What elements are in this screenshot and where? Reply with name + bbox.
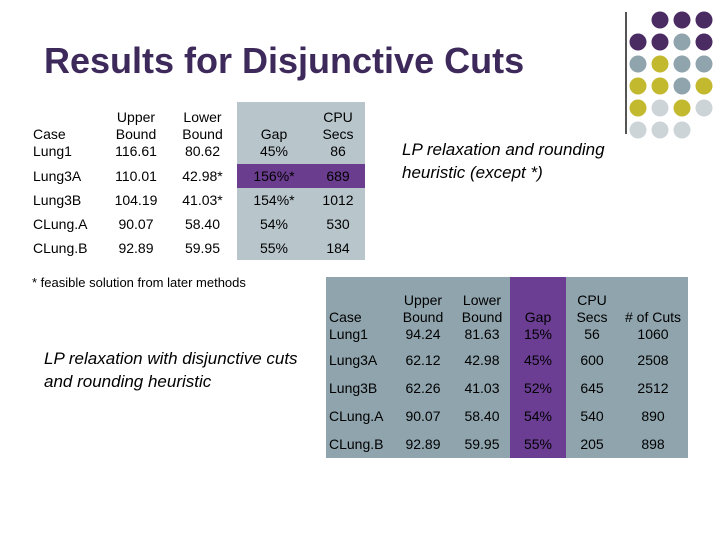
decorative-dot (629, 99, 647, 117)
decorative-dot (629, 77, 647, 95)
header-gap: Gap 45% (237, 102, 311, 164)
table-cell: Lung3B (33, 192, 82, 208)
table-cell: 62.26 (405, 380, 441, 396)
decorative-dot (651, 99, 669, 117)
decorative-dot (651, 55, 669, 73)
table-row: CLung.A 90.07 58.40 54% 530 (30, 212, 365, 236)
table-cell: 58.40 (464, 408, 500, 424)
header-gap: Gap 15% (510, 277, 566, 346)
decorative-dot (673, 121, 691, 139)
table-header-row: Case Lung1 Upper Bound 94.24 Lower Bound 81.6… (326, 277, 688, 346)
decorative-dot (673, 33, 691, 51)
table-header-row: Case Lung1 Upper Bound 116.61 Lower Bound 80.… (30, 102, 365, 164)
table-cell: Lung3A (329, 352, 378, 368)
table-cell: 92.89 (118, 240, 154, 256)
decorative-dot (651, 121, 669, 139)
header-cpu-secs: CPU Secs 86 (311, 102, 365, 164)
decorative-dot (695, 99, 713, 117)
table-cell: 154%* (237, 188, 311, 212)
decorative-dot-grid (629, 11, 713, 139)
header-upper-bound: Upper Bound 116.61 (115, 109, 157, 159)
table-cell: 2508 (637, 352, 669, 368)
table-cell: 890 (641, 408, 665, 424)
table-cell: 59.95 (464, 436, 500, 452)
decorative-vertical-line (625, 12, 627, 134)
table-cell: 45% (510, 346, 566, 374)
table-row: Lung3B 104.19 41.03* 154%* 1012 (30, 188, 365, 212)
table-cell: CLung.B (33, 240, 88, 256)
header-cpu-secs: CPU Secs 56 (576, 292, 608, 342)
header-case: Case Lung1 (329, 309, 368, 342)
table-cell: 689 (311, 164, 365, 188)
table-cell: 92.89 (405, 436, 441, 452)
table-cell: 110.01 (115, 168, 157, 184)
decorative-dot (651, 33, 669, 51)
table-cell: 184 (311, 236, 365, 260)
table-cell: 55% (510, 430, 566, 458)
decorative-dot (651, 11, 669, 29)
table-cell: CLung.A (329, 408, 384, 424)
table-cell: 42.98 (464, 352, 500, 368)
table-cell: 62.12 (405, 352, 441, 368)
table-cell: Lung3A (33, 168, 82, 184)
table-cell: 41.03* (182, 192, 223, 208)
table-cell: 90.07 (405, 408, 441, 424)
table-cell: 645 (580, 380, 604, 396)
header-case: Case Lung1 (33, 126, 72, 159)
header-upper-bound: Upper Bound 94.24 (402, 292, 444, 342)
table-cell: 898 (641, 436, 665, 452)
slide-title: Results for Disjunctive Cuts (44, 40, 525, 81)
decorative-dot (629, 33, 647, 51)
decorative-dot (673, 55, 691, 73)
table-cell: 530 (311, 212, 365, 236)
table-cell: 59.95 (184, 240, 221, 256)
table-row: Lung3B 62.26 41.03 52% 645 2512 (326, 374, 688, 402)
table-cell: 2512 (637, 380, 669, 396)
table-cell: Lung3B (329, 380, 378, 396)
decorative-dot (629, 55, 647, 73)
decorative-dot (695, 11, 713, 29)
results-table-lp-relaxation: Case Lung1 Upper Bound 116.61 Lower Bound 80.… (30, 102, 365, 260)
caption-lp-relaxation: LP relaxation and rounding heuristic (ex… (402, 140, 605, 182)
table-row: Lung3A 110.01 42.98* 156%* 689 (30, 164, 365, 188)
table-cell: 54% (237, 212, 311, 236)
table-cell: CLung.B (329, 436, 384, 452)
table-cell: 156%* (237, 164, 311, 188)
table-cell: 540 (580, 408, 604, 424)
decorative-dot (695, 33, 713, 51)
decorative-dot (695, 55, 713, 73)
table-row: CLung.B 92.89 59.95 55% 184 (30, 236, 365, 260)
decorative-dot (673, 77, 691, 95)
header-lower-bound: Lower Bound 81.63 (461, 292, 503, 342)
table-cell: 52% (510, 374, 566, 402)
table-cell: 41.03 (464, 380, 500, 396)
table-cell: 1012 (311, 188, 365, 212)
header-lower-bound: Lower Bound 80.62 (182, 109, 223, 159)
table-cell: 55% (237, 236, 311, 260)
caption-disjunctive-cuts: LP relaxation with disjunctive cuts and … (44, 349, 298, 391)
table-cell: 90.07 (118, 216, 154, 232)
table-cell: 42.98* (182, 168, 223, 184)
decorative-dot (695, 77, 713, 95)
table-cell: 54% (510, 402, 566, 430)
table-row: Lung3A 62.12 42.98 45% 600 2508 (326, 346, 688, 374)
table-cell: CLung.A (33, 216, 88, 232)
decorative-dot (629, 121, 647, 139)
decorative-dot (651, 77, 669, 95)
table-cell: 600 (580, 352, 604, 368)
decorative-dot (673, 11, 691, 29)
table-cell: 58.40 (184, 216, 221, 232)
header-num-cuts: # of Cuts 1060 (624, 309, 682, 342)
table-row: CLung.A 90.07 58.40 54% 540 890 (326, 402, 688, 430)
table-cell: 104.19 (114, 192, 158, 208)
results-table-disjunctive-cuts: Case Lung1 Upper Bound 94.24 Lower Bound 81.6… (326, 277, 688, 458)
table-row: CLung.B 92.89 59.95 55% 205 898 (326, 430, 688, 458)
footnote: * feasible solution from later methods (32, 275, 246, 290)
decorative-dot (673, 99, 691, 117)
table-cell: 205 (580, 436, 604, 452)
